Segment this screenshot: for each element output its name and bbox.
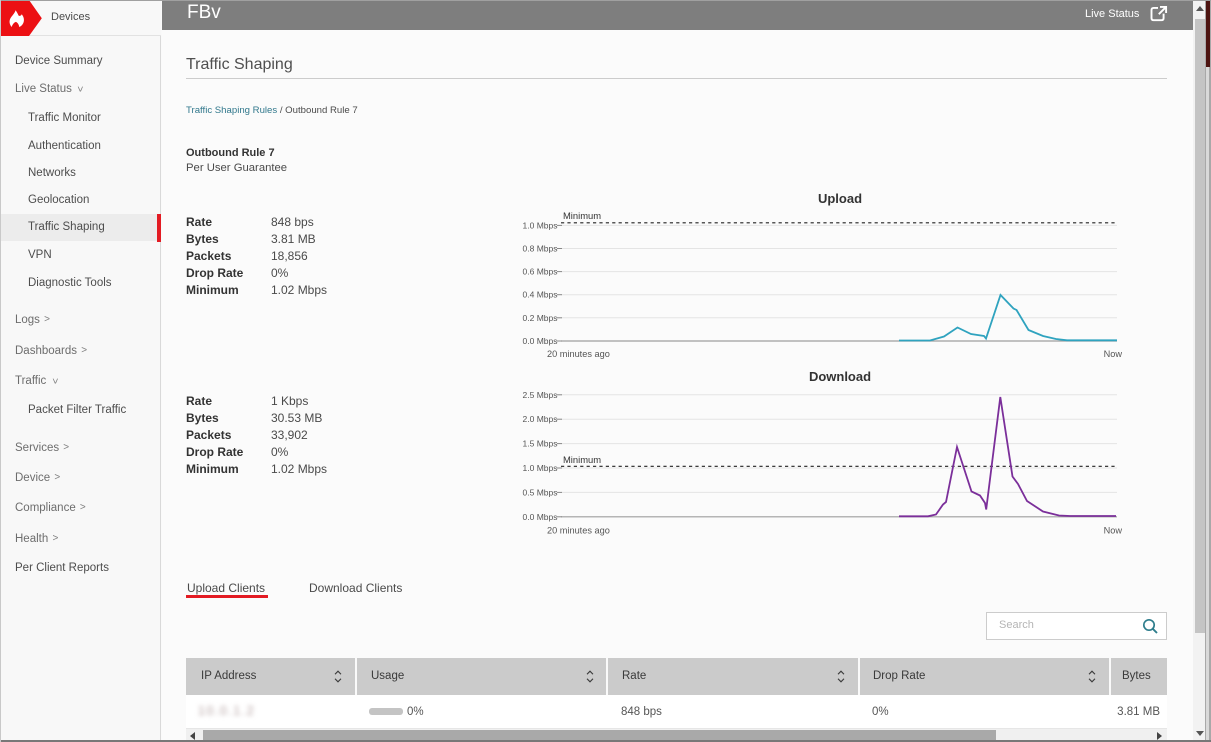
svg-text:1.0 Mbps: 1.0 Mbps (523, 463, 558, 473)
svg-text:0.0 Mbps: 0.0 Mbps (523, 336, 558, 346)
svg-text:Now: Now (1104, 349, 1123, 359)
svg-text:0.5 Mbps: 0.5 Mbps (523, 487, 558, 497)
svg-text:2.0 Mbps: 2.0 Mbps (523, 414, 558, 424)
svg-text:0.8 Mbps: 0.8 Mbps (523, 244, 558, 254)
svg-text:0.4 Mbps: 0.4 Mbps (523, 290, 558, 300)
svg-text:Minimum: Minimum (563, 454, 601, 465)
svg-text:2.5 Mbps: 2.5 Mbps (523, 390, 558, 400)
svg-text:Upload: Upload (818, 191, 862, 206)
svg-text:20 minutes ago: 20 minutes ago (547, 349, 610, 359)
svg-text:0.2 Mbps: 0.2 Mbps (523, 313, 558, 323)
svg-text:20 minutes ago: 20 minutes ago (547, 526, 610, 536)
svg-text:Now: Now (1104, 526, 1123, 536)
svg-text:0.6 Mbps: 0.6 Mbps (523, 267, 558, 277)
svg-text:1.5 Mbps: 1.5 Mbps (523, 439, 558, 449)
svg-text:Download: Download (809, 369, 871, 384)
svg-text:1.0 Mbps: 1.0 Mbps (523, 220, 558, 230)
svg-text:Minimum: Minimum (563, 210, 601, 221)
svg-text:0.0 Mbps: 0.0 Mbps (523, 512, 558, 522)
